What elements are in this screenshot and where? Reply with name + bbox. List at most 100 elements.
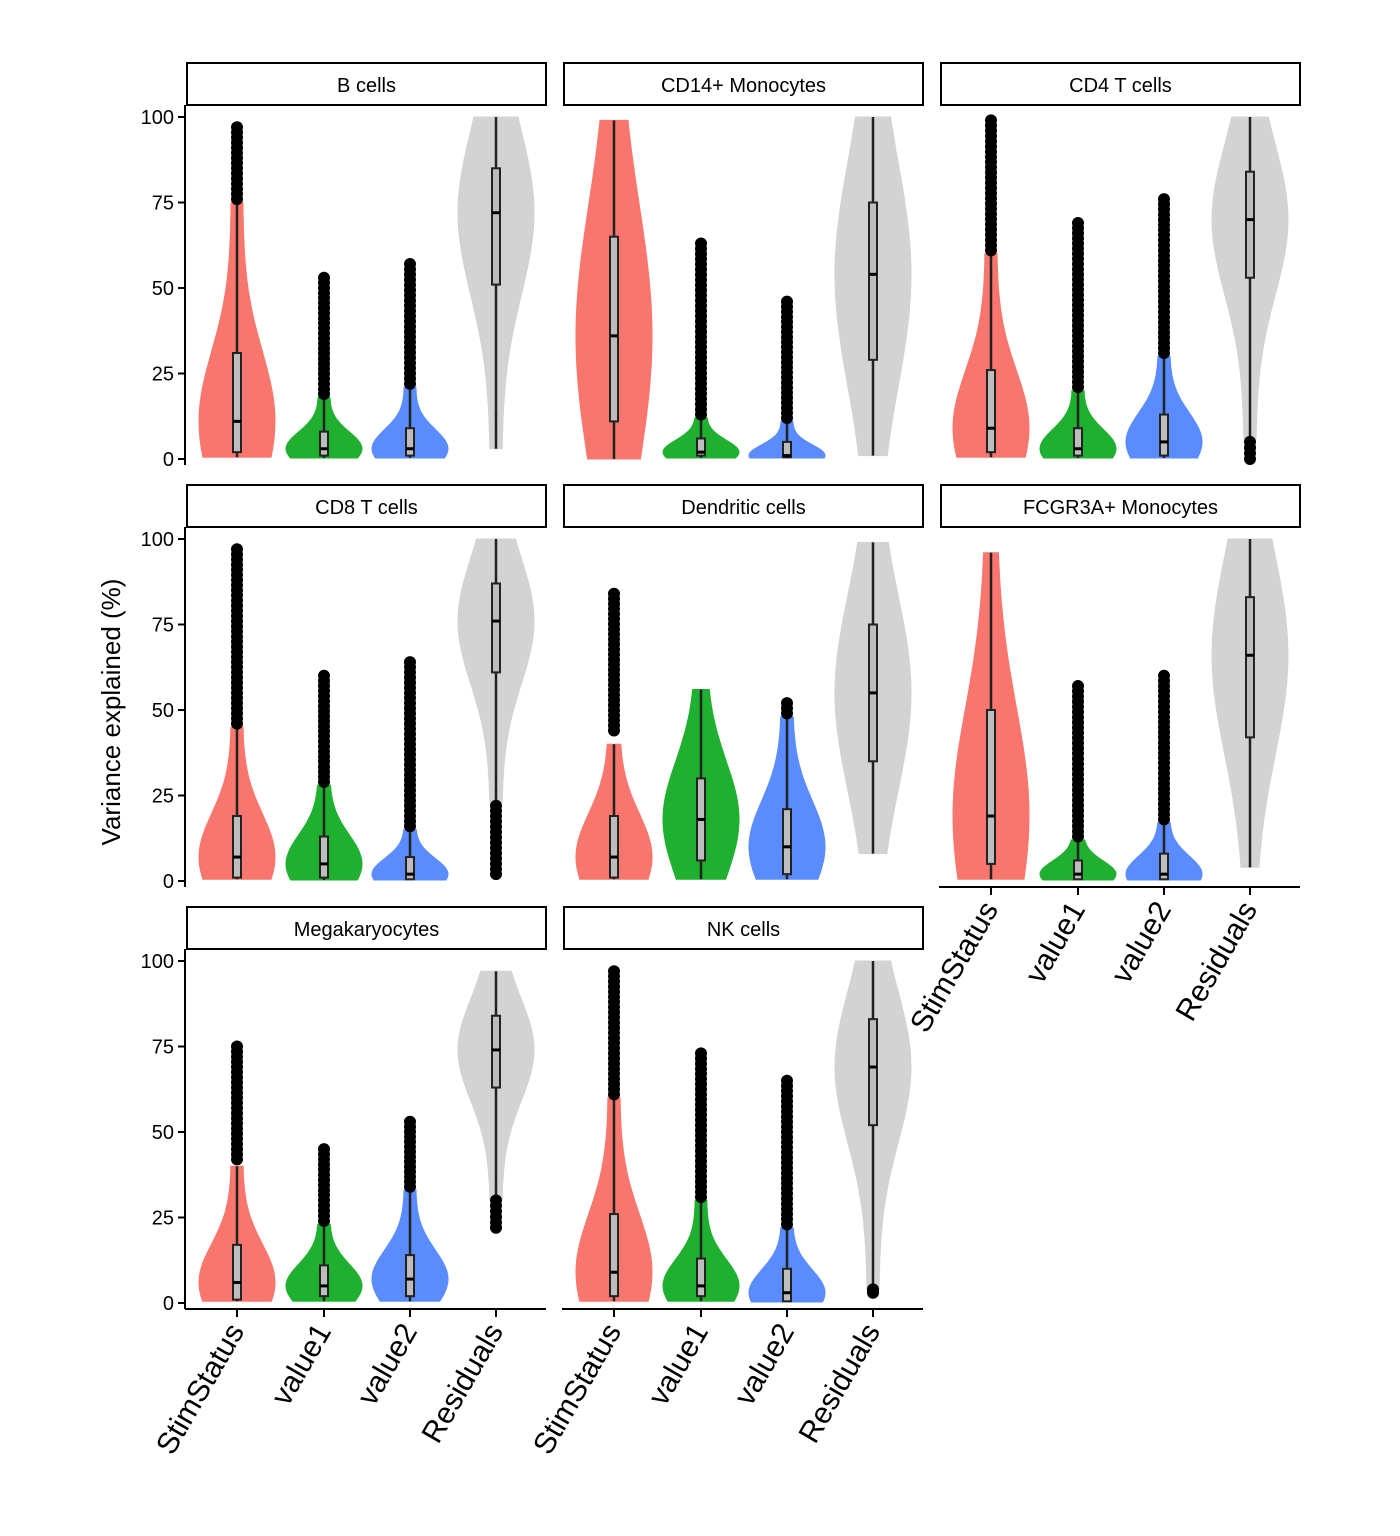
x-tick-label: value1 [265, 1318, 338, 1411]
y-tick-label: 0 [163, 871, 174, 893]
outlier-point [490, 1194, 502, 1207]
facet-strip-label: CD4 T cells [1069, 75, 1172, 97]
box [319, 835, 329, 879]
box [491, 167, 501, 286]
outlier-point [404, 258, 416, 271]
facet-strip [940, 484, 1301, 528]
outlier-point [1158, 193, 1170, 206]
box [609, 1213, 619, 1298]
facet-strip [186, 62, 547, 106]
outlier-point [781, 295, 793, 308]
outlier-point [1072, 680, 1084, 693]
box [319, 1264, 329, 1298]
outlier-point [608, 965, 620, 978]
box [319, 430, 329, 457]
box [405, 1254, 415, 1298]
box [1073, 427, 1083, 457]
outlier-point [1158, 669, 1170, 682]
box [232, 815, 242, 879]
y-tick-label: 0 [163, 1293, 174, 1315]
y-tick-label: 25 [152, 786, 174, 808]
outlier-point [318, 669, 330, 682]
outlier-point [608, 587, 620, 600]
facet-panel: CD4 T cells [940, 62, 1301, 465]
facet-panel: B cells 0 25 50 75 100 [141, 62, 547, 471]
x-tick-label: value1 [1019, 896, 1092, 989]
x-tick-label: StimStatus [150, 1318, 251, 1460]
box [491, 582, 501, 674]
box [1159, 413, 1169, 457]
y-tick-label: 75 [152, 1037, 174, 1059]
box [1245, 596, 1255, 739]
outlier-point [231, 1040, 243, 1053]
facet-strip-label: CD8 T cells [315, 497, 418, 519]
y-tick-label: 100 [141, 951, 174, 973]
x-tick-label: value2 [351, 1318, 424, 1411]
x-tick-label: StimStatus [527, 1318, 628, 1460]
x-tick-label: value2 [728, 1318, 801, 1411]
facet-strip-label: B cells [337, 75, 396, 97]
y-tick-label: 25 [152, 1208, 174, 1230]
y-tick-label: 75 [152, 615, 174, 637]
y-axis-label: Variance explained (%) [96, 579, 126, 846]
box [868, 201, 878, 361]
facet-strip-label: FCGR3A+ Monocytes [1023, 497, 1218, 519]
box [986, 709, 996, 865]
outlier-point [867, 1283, 879, 1296]
box [868, 1018, 878, 1127]
x-tick-label: Residuals [1170, 896, 1264, 1027]
facet-panel: CD8 T cells 0 25 50 75 100 [141, 484, 547, 893]
box [609, 235, 619, 423]
outlier-point [1072, 217, 1084, 230]
box [232, 351, 242, 454]
box [232, 1243, 242, 1301]
facet-strip [186, 906, 547, 950]
facet-strip-label: NK cells [707, 919, 780, 941]
outlier-point [318, 271, 330, 284]
outlier-point [781, 697, 793, 710]
box [1073, 859, 1083, 881]
facet-strip [186, 484, 547, 528]
outlier-point [318, 1143, 330, 1156]
outlier-point [490, 799, 502, 812]
box [782, 1267, 792, 1303]
outlier-point [985, 114, 997, 127]
facet-strip [563, 62, 924, 106]
box [782, 440, 792, 459]
outlier-point [695, 1047, 707, 1060]
facet-strip [940, 62, 1301, 106]
y-tick-label: 25 [152, 364, 174, 386]
y-tick-label: 50 [152, 278, 174, 300]
box [696, 437, 706, 457]
facet-panel: Dendritic cells [563, 484, 924, 880]
outlier-point [695, 237, 707, 250]
y-tick-label: 100 [141, 529, 174, 551]
outlier-point [404, 656, 416, 669]
y-tick-label: 100 [141, 107, 174, 129]
x-tick-label: Residuals [793, 1318, 887, 1449]
y-tick-label: 50 [152, 700, 174, 722]
x-tick-label: value1 [642, 1318, 715, 1411]
x-tick-label: value2 [1105, 896, 1178, 989]
outlier-point [1244, 435, 1256, 448]
outlier-point [231, 121, 243, 134]
box [1245, 170, 1255, 279]
outlier-point [404, 1115, 416, 1128]
outlier-point [231, 543, 243, 556]
x-tick-label: Residuals [416, 1318, 510, 1449]
box [405, 856, 415, 881]
y-tick-label: 0 [163, 449, 174, 471]
facet-strip-label: Dendritic cells [681, 497, 805, 519]
facet-panels: B cells 0 25 50 75 100 CD14+ Monocytes CD4 T ce… [141, 62, 1301, 1460]
box [405, 427, 415, 457]
box [782, 808, 792, 876]
facet-strip [563, 484, 924, 528]
box [609, 815, 619, 879]
outlier-point [781, 1074, 793, 1087]
y-tick-label: 50 [152, 1122, 174, 1144]
box [696, 1257, 706, 1298]
box [491, 1014, 501, 1089]
